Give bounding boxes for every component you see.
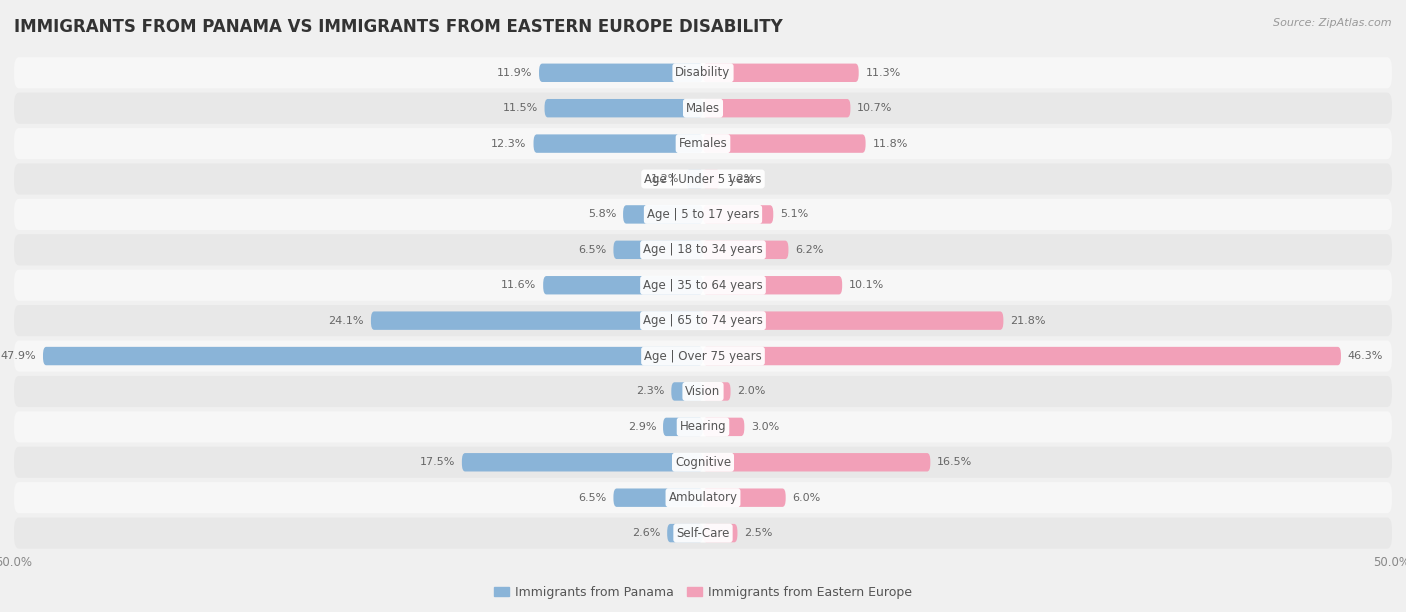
FancyBboxPatch shape — [703, 312, 1004, 330]
FancyBboxPatch shape — [14, 128, 1392, 159]
FancyBboxPatch shape — [538, 64, 703, 82]
Text: Self-Care: Self-Care — [676, 526, 730, 540]
FancyBboxPatch shape — [461, 453, 703, 471]
Legend: Immigrants from Panama, Immigrants from Eastern Europe: Immigrants from Panama, Immigrants from … — [489, 581, 917, 604]
Text: 21.8%: 21.8% — [1011, 316, 1046, 326]
Text: Age | 35 to 64 years: Age | 35 to 64 years — [643, 278, 763, 292]
Text: 5.1%: 5.1% — [780, 209, 808, 220]
Text: 10.1%: 10.1% — [849, 280, 884, 290]
FancyBboxPatch shape — [664, 417, 703, 436]
Text: 3.0%: 3.0% — [751, 422, 779, 432]
FancyBboxPatch shape — [14, 163, 1392, 195]
FancyBboxPatch shape — [703, 417, 744, 436]
Text: 6.0%: 6.0% — [793, 493, 821, 502]
FancyBboxPatch shape — [703, 488, 786, 507]
Text: 11.5%: 11.5% — [502, 103, 537, 113]
Text: 12.3%: 12.3% — [491, 138, 527, 149]
FancyBboxPatch shape — [703, 276, 842, 294]
FancyBboxPatch shape — [533, 135, 703, 153]
Text: 11.6%: 11.6% — [501, 280, 536, 290]
Text: Age | Over 75 years: Age | Over 75 years — [644, 349, 762, 362]
Text: 6.5%: 6.5% — [578, 245, 606, 255]
Text: 11.8%: 11.8% — [873, 138, 908, 149]
FancyBboxPatch shape — [703, 170, 720, 188]
Text: 2.6%: 2.6% — [631, 528, 661, 538]
FancyBboxPatch shape — [14, 340, 1392, 371]
FancyBboxPatch shape — [14, 376, 1392, 407]
FancyBboxPatch shape — [703, 382, 731, 401]
FancyBboxPatch shape — [14, 447, 1392, 478]
Text: 6.2%: 6.2% — [796, 245, 824, 255]
Text: Vision: Vision — [685, 385, 721, 398]
FancyBboxPatch shape — [14, 411, 1392, 442]
Text: Age | 5 to 17 years: Age | 5 to 17 years — [647, 208, 759, 221]
FancyBboxPatch shape — [14, 199, 1392, 230]
FancyBboxPatch shape — [543, 276, 703, 294]
FancyBboxPatch shape — [686, 170, 703, 188]
FancyBboxPatch shape — [703, 347, 1341, 365]
Text: Age | Under 5 years: Age | Under 5 years — [644, 173, 762, 185]
FancyBboxPatch shape — [671, 382, 703, 401]
Text: 2.0%: 2.0% — [738, 386, 766, 397]
Text: Cognitive: Cognitive — [675, 456, 731, 469]
FancyBboxPatch shape — [623, 205, 703, 223]
FancyBboxPatch shape — [44, 347, 703, 365]
Text: 24.1%: 24.1% — [329, 316, 364, 326]
FancyBboxPatch shape — [613, 488, 703, 507]
Text: Females: Females — [679, 137, 727, 150]
FancyBboxPatch shape — [14, 270, 1392, 301]
Text: 1.2%: 1.2% — [651, 174, 679, 184]
Text: Age | 18 to 34 years: Age | 18 to 34 years — [643, 244, 763, 256]
FancyBboxPatch shape — [703, 524, 738, 542]
Text: Source: ZipAtlas.com: Source: ZipAtlas.com — [1274, 18, 1392, 28]
FancyBboxPatch shape — [14, 305, 1392, 336]
Text: 2.9%: 2.9% — [627, 422, 657, 432]
FancyBboxPatch shape — [14, 234, 1392, 266]
Text: Hearing: Hearing — [679, 420, 727, 433]
FancyBboxPatch shape — [703, 64, 859, 82]
Text: 5.8%: 5.8% — [588, 209, 616, 220]
Text: 11.3%: 11.3% — [866, 68, 901, 78]
FancyBboxPatch shape — [703, 241, 789, 259]
Text: 10.7%: 10.7% — [858, 103, 893, 113]
FancyBboxPatch shape — [703, 205, 773, 223]
FancyBboxPatch shape — [14, 57, 1392, 88]
Text: 2.3%: 2.3% — [636, 386, 665, 397]
FancyBboxPatch shape — [613, 241, 703, 259]
FancyBboxPatch shape — [14, 92, 1392, 124]
Text: IMMIGRANTS FROM PANAMA VS IMMIGRANTS FROM EASTERN EUROPE DISABILITY: IMMIGRANTS FROM PANAMA VS IMMIGRANTS FRO… — [14, 18, 783, 36]
Text: 17.5%: 17.5% — [419, 457, 456, 468]
Text: Males: Males — [686, 102, 720, 114]
FancyBboxPatch shape — [703, 453, 931, 471]
Text: 16.5%: 16.5% — [938, 457, 973, 468]
FancyBboxPatch shape — [14, 482, 1392, 513]
FancyBboxPatch shape — [668, 524, 703, 542]
FancyBboxPatch shape — [703, 99, 851, 118]
Text: 47.9%: 47.9% — [0, 351, 37, 361]
FancyBboxPatch shape — [703, 135, 866, 153]
FancyBboxPatch shape — [544, 99, 703, 118]
Text: 1.2%: 1.2% — [727, 174, 755, 184]
Text: 46.3%: 46.3% — [1348, 351, 1384, 361]
Text: 2.5%: 2.5% — [744, 528, 773, 538]
Text: 6.5%: 6.5% — [578, 493, 606, 502]
Text: Ambulatory: Ambulatory — [668, 491, 738, 504]
FancyBboxPatch shape — [371, 312, 703, 330]
FancyBboxPatch shape — [14, 518, 1392, 549]
Text: 11.9%: 11.9% — [496, 68, 531, 78]
Text: Disability: Disability — [675, 66, 731, 80]
Text: Age | 65 to 74 years: Age | 65 to 74 years — [643, 314, 763, 327]
